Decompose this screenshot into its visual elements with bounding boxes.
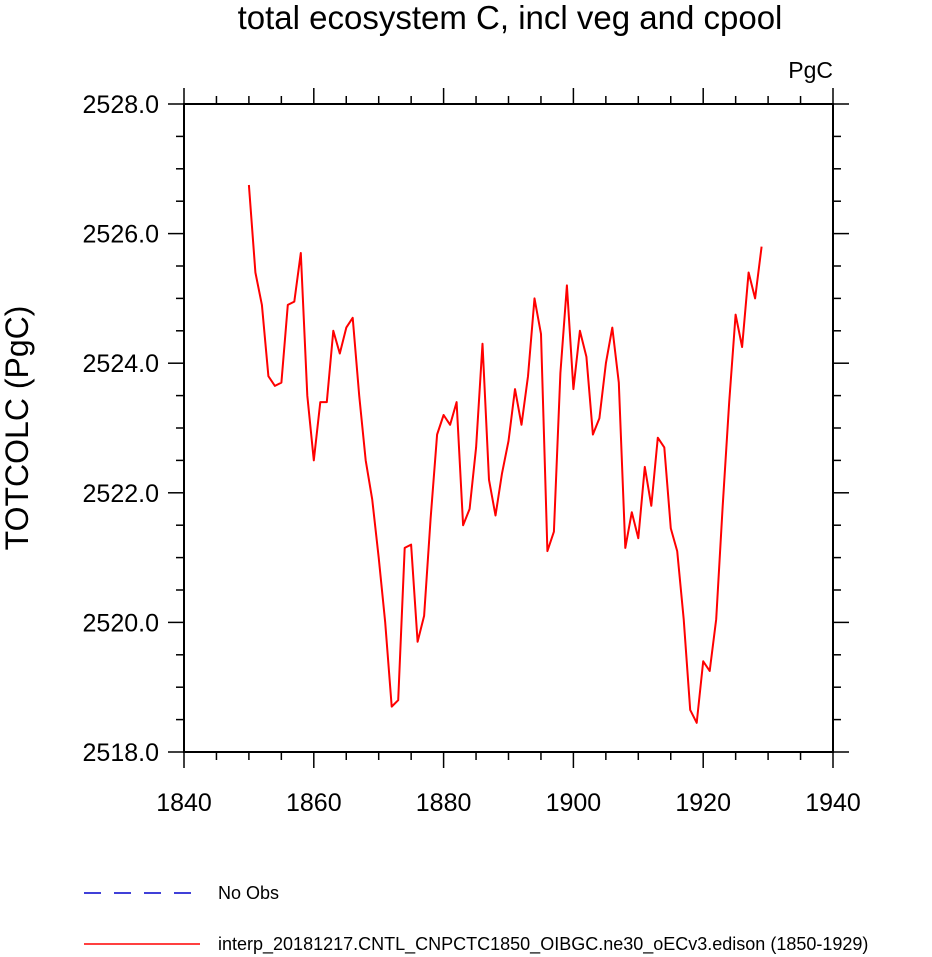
y-tick-label: 2524.0 — [83, 350, 159, 378]
y-axis-tick-labels: 2518.0 2520.0 2522.0 2524.0 2526.0 2528.0 — [83, 91, 159, 767]
series-line-1 — [247, 184, 763, 724]
x-tick-label: 1840 — [156, 789, 212, 817]
legend: No Obs interp_20181217.CNTL_CNPCTC1850_OI… — [84, 883, 868, 955]
x-tick-label: 1900 — [546, 789, 602, 817]
y-tick-label: 2522.0 — [83, 480, 159, 508]
y-tick-label: 2528.0 — [83, 91, 159, 119]
x-tick-label: 1880 — [416, 789, 472, 817]
plot-frame — [183, 103, 834, 753]
y-tick-label: 2520.0 — [83, 609, 159, 637]
x-axis-tick-labels: 1840 1860 1880 1900 1920 1940 — [156, 789, 861, 817]
legend-label-0: No Obs — [218, 883, 279, 903]
x-tick-label: 1920 — [675, 789, 731, 817]
y-tick-label: 2526.0 — [83, 221, 159, 249]
chart-title: total ecosystem C, incl veg and cpool — [238, 0, 783, 36]
axis-ticks — [168, 88, 849, 768]
x-tick-label: 1860 — [286, 789, 342, 817]
y-tick-label: 2518.0 — [83, 739, 159, 767]
units-label: PgC — [788, 57, 833, 83]
x-tick-label: 1940 — [805, 789, 861, 817]
data-series — [247, 184, 763, 724]
y-axis-label: TOTCOLC (PgC) — [0, 306, 35, 551]
legend-label-1: interp_20181217.CNTL_CNPCTC1850_OIBGC.ne… — [218, 934, 868, 955]
